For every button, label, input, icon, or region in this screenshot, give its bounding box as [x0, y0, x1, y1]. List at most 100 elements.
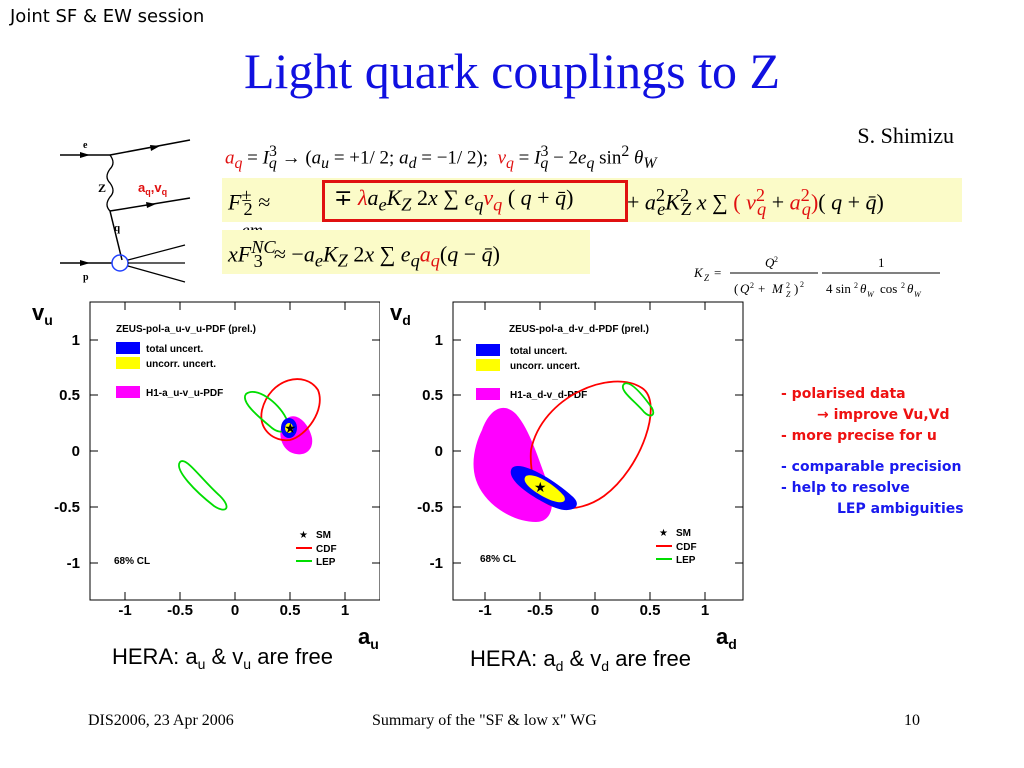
legend-uncorr: uncorr. uncert. [146, 359, 216, 370]
plot-caption: HERA: au & vu are free [112, 644, 333, 672]
x-tick-label: 0.5 [280, 602, 301, 619]
legend-lep: LEP [676, 555, 696, 566]
session-label: Joint SF & EW session [10, 6, 205, 27]
uncorr-uncert-contour [285, 423, 293, 433]
svg-text:θ: θ [860, 281, 867, 296]
svg-text:2: 2 [901, 281, 905, 290]
y-tick-label: -1 [430, 555, 443, 572]
x-axis-label: ad [716, 624, 737, 652]
author-name: S. Shimizu [857, 123, 954, 148]
y-tick-label: 1 [435, 332, 443, 349]
electron-label: e [83, 140, 88, 151]
svg-text:θ: θ [907, 281, 914, 296]
coupling-definitions: aq = I3q → (au = +1/ 2; ad = −1/ 2); vq … [225, 143, 657, 173]
y-tick-label: 0 [72, 443, 80, 460]
legend-swatch-h1 [116, 386, 140, 398]
x-tick-label: 0 [231, 602, 239, 619]
y-axis-label: vd [390, 300, 411, 328]
x-tick-label: 0 [591, 602, 599, 619]
legend-sm: SM [676, 528, 691, 539]
bullet-item: - more precise for u [781, 428, 937, 444]
sm-star: ★ [534, 480, 547, 496]
bullet-subitem: → improve Vu,Vd [817, 407, 950, 423]
lep-contour-lower [178, 460, 228, 511]
y-tick-label: -0.5 [417, 499, 443, 516]
z-label: Z [98, 181, 106, 195]
bullet-subitem: LEP ambiguities [837, 501, 964, 517]
legend-swatch-uncorr [476, 359, 500, 371]
interference-term-box [322, 180, 628, 222]
axis-ticks [453, 302, 743, 600]
legend-swatch-total [476, 344, 500, 356]
legend-total: total uncert. [146, 344, 203, 355]
plot-caption: HERA: ad & vd are free [470, 646, 691, 674]
y-tick-label: 0.5 [422, 387, 443, 404]
cdf-contour [260, 378, 321, 442]
legend-uncorr: uncorr. uncert. [510, 361, 580, 372]
svg-text:Z: Z [786, 290, 791, 299]
legend-swatch-total [116, 342, 140, 354]
proton-label: p [83, 272, 89, 283]
svg-text:2: 2 [750, 281, 754, 290]
svg-text:M: M [771, 281, 784, 296]
x-tick-label: -1 [118, 602, 131, 619]
legend-title: ZEUS-pol-a_d-v_d-PDF (prel.) [509, 324, 649, 335]
feynman-diagram: e Z aq,vq q p [60, 139, 191, 283]
footer-conference: DIS2006, 23 Apr 2006 [88, 712, 234, 729]
xf3-equation: xFNC3 ≈ −aeKZ 2x ∑ eqaq(q − q̄) [222, 230, 590, 274]
slide-title: Light quark couplings to Z [243, 43, 781, 99]
svg-text:2: 2 [774, 255, 778, 264]
uncorr-uncert-contour [524, 475, 565, 503]
footer-title: Summary of the "SF & low x" WG [372, 712, 597, 729]
legend-cdf: CDF [676, 542, 697, 553]
legend-sm: SM [316, 530, 331, 541]
plot-up-quark: vu 1 0.5 0 -0.5 -1 -1 -0.5 0 0.5 1 au ZE… [32, 300, 380, 672]
legend-title: ZEUS-pol-a_u-v_u-PDF (prel.) [116, 324, 256, 335]
svg-text:+: + [758, 281, 765, 296]
svg-text:W: W [867, 290, 875, 299]
svg-text:(: ( [734, 281, 738, 296]
sm-star-legend: ★ [299, 530, 308, 541]
y-tick-label: 0 [435, 443, 443, 460]
legend-swatch-h1 [476, 388, 500, 400]
x-axis-label: au [358, 624, 379, 652]
z-propagator [106, 154, 114, 212]
legend-total: total uncert. [510, 346, 567, 357]
legend-h1: H1-a_u-v_u-PDF [146, 388, 223, 399]
proton-blob [111, 254, 129, 272]
confidence-level: 68% CL [114, 556, 150, 567]
legend-lep: LEP [316, 557, 336, 568]
x-tick-label: -1 [478, 602, 491, 619]
lep-contour [621, 382, 655, 417]
x-tick-label: 1 [341, 602, 349, 619]
svg-text:2: 2 [800, 280, 804, 289]
x-tick-label: -0.5 [527, 602, 553, 619]
svg-text:cos: cos [880, 281, 897, 296]
bullet-item: - comparable precision [781, 459, 962, 475]
confidence-level: 68% CL [480, 554, 516, 565]
svg-text:2: 2 [786, 281, 790, 290]
plot-down-quark: vd 1 0.5 0 -0.5 -1 -1 -0.5 0 0.5 1 ad ZE… [390, 300, 744, 674]
bullet-item: - polarised data [781, 386, 906, 402]
x-tick-label: -0.5 [167, 602, 193, 619]
svg-text:4 sin: 4 sin [826, 281, 851, 296]
page-number: 10 [904, 712, 920, 729]
svg-text:): ) [794, 281, 798, 296]
svg-text:1: 1 [878, 255, 885, 270]
svg-text:Z: Z [704, 273, 710, 283]
x-tick-label: 0.5 [640, 602, 661, 619]
axis-ticks [90, 302, 380, 600]
y-tick-label: 1 [72, 332, 80, 349]
legend-cdf: CDF [316, 544, 337, 555]
quark-label: q [114, 222, 121, 234]
svg-text:Q: Q [740, 281, 750, 296]
bullet-item: - help to resolve [781, 480, 910, 496]
sm-star-legend: ★ [659, 528, 668, 539]
svg-text:=: = [714, 265, 721, 280]
coupling-label: aq,vq [138, 180, 167, 197]
y-tick-label: -0.5 [54, 499, 80, 516]
svg-text:W: W [914, 290, 922, 299]
y-tick-label: 0.5 [59, 387, 80, 404]
svg-text:2: 2 [854, 281, 858, 290]
